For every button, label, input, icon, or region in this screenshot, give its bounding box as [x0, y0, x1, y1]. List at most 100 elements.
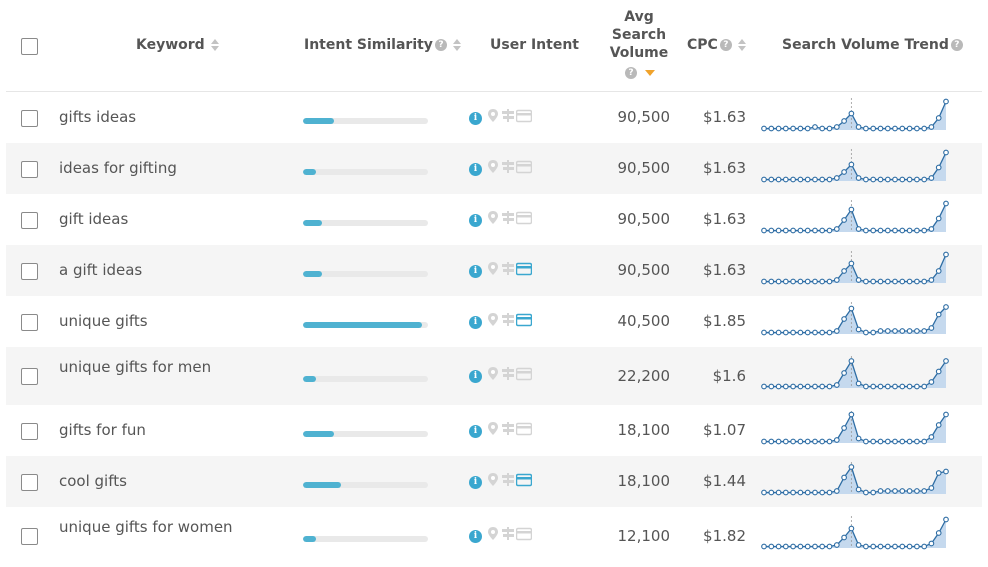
trend-point: [943, 411, 949, 418]
trend-point: [804, 383, 811, 390]
intent-similarity-fill: [303, 271, 322, 277]
table-row[interactable]: gifts for fun i 18,100 $1.07: [6, 405, 982, 456]
cpc-value: $1.63: [703, 159, 746, 177]
trend-point: [906, 383, 913, 390]
sort-icon[interactable]: [737, 39, 746, 51]
table-row[interactable]: gift ideas i 90,500 $1.63: [6, 194, 982, 245]
trend-point: [892, 328, 898, 334]
trend-point: [833, 328, 840, 334]
trend-point: [775, 489, 782, 496]
keyword-text[interactable]: ideas for gifting: [59, 159, 177, 177]
trend-point: [906, 125, 913, 132]
keyword-text[interactable]: gift ideas: [59, 210, 129, 228]
trend-point: [804, 543, 811, 550]
keyword-text[interactable]: gifts ideas: [59, 108, 137, 126]
sort-desc-icon[interactable]: [645, 70, 655, 76]
table-row[interactable]: a gift ideas i 90,500 $1.63: [6, 245, 982, 296]
trend-point: [797, 227, 804, 234]
trend-point: [841, 474, 847, 481]
trend-point: [884, 328, 891, 334]
search-volume-value: 18,100: [617, 421, 671, 439]
intent-similarity-bar: [303, 431, 428, 437]
trend-point: [928, 175, 935, 181]
trend-point: [812, 543, 818, 550]
trend-point: [870, 438, 877, 445]
table-row[interactable]: ideas for gifting i 90,500 $1.63: [6, 143, 982, 194]
trend-point: [943, 468, 949, 475]
trend-point: [782, 329, 789, 336]
trend-point: [892, 227, 898, 234]
user-intent-icons: i: [469, 527, 533, 544]
intent-similarity-fill: [303, 220, 322, 226]
search-volume-value: 90,500: [617, 261, 671, 279]
trend-point: [841, 118, 847, 124]
trend-point: [761, 176, 767, 183]
cpc-value: $1.82: [703, 527, 746, 545]
table-row[interactable]: unique gifts for men i 22,200 $1.6: [6, 347, 982, 405]
help-icon[interactable]: ?: [625, 67, 637, 79]
trend-point: [819, 125, 826, 132]
keyword-text[interactable]: a gift ideas: [59, 261, 143, 279]
sort-icon[interactable]: [452, 39, 461, 51]
search-volume-value: 22,200: [617, 367, 671, 385]
info-icon: i: [469, 315, 482, 329]
trend-point: [833, 277, 840, 283]
header-keyword[interactable]: Keyword: [136, 37, 219, 53]
table-row[interactable]: cool gifts i 18,100 $1.44: [6, 456, 982, 507]
header-avg-search-volume[interactable]: Avg Search Volume ?: [606, 8, 672, 82]
intent-similarity-fill: [303, 536, 316, 542]
trend-point: [921, 438, 928, 445]
keyword-text[interactable]: unique gifts for men: [59, 358, 212, 376]
trend-point: [812, 438, 818, 445]
trend-point: [935, 311, 942, 318]
search-volume-trend-sparkline: [761, 200, 949, 234]
search-volume-trend-sparkline: [761, 149, 949, 183]
row-checkbox[interactable]: [21, 314, 38, 331]
trend-point: [943, 358, 949, 364]
trend-point: [782, 438, 789, 445]
row-checkbox[interactable]: [21, 423, 38, 440]
keyword-text[interactable]: gifts for fun: [59, 421, 146, 439]
trend-point: [855, 226, 862, 232]
table-row[interactable]: unique gifts i 40,500 $1.85: [6, 296, 982, 347]
trend-point: [906, 176, 913, 183]
intent-similarity-bar: [303, 322, 428, 328]
trend-point: [899, 438, 906, 445]
trend-point: [833, 124, 840, 130]
table-row[interactable]: gifts ideas i 90,500 $1.63: [6, 92, 982, 143]
help-icon[interactable]: ?: [950, 39, 963, 51]
help-icon[interactable]: ?: [719, 39, 732, 51]
help-icon[interactable]: ?: [434, 39, 447, 51]
trend-point: [841, 370, 847, 376]
row-checkbox[interactable]: [21, 368, 38, 385]
row-checkbox[interactable]: [21, 161, 38, 178]
row-checkbox[interactable]: [21, 263, 38, 280]
header-search-volume-trend: Search Volume Trend?: [782, 37, 963, 53]
intent-similarity-bar: [303, 536, 428, 542]
row-checkbox[interactable]: [21, 110, 38, 127]
trend-area: [764, 519, 946, 548]
trend-point: [768, 176, 775, 183]
keyword-text[interactable]: unique gifts for women: [59, 518, 233, 536]
trend-point: [768, 489, 775, 496]
header-cpc[interactable]: CPC?: [687, 37, 746, 53]
keyword-text[interactable]: unique gifts: [59, 312, 148, 330]
trend-point: [841, 425, 847, 431]
trend-area: [764, 467, 946, 494]
header-intent-similarity[interactable]: Intent Similarity?: [304, 37, 461, 53]
trend-point: [855, 124, 862, 130]
trend-point: [877, 227, 884, 234]
select-all-checkbox[interactable]: [21, 38, 38, 55]
trend-point: [790, 278, 796, 285]
trend-point: [914, 227, 920, 234]
row-checkbox[interactable]: [21, 212, 38, 229]
trend-point: [863, 489, 869, 496]
row-checkbox[interactable]: [21, 528, 38, 545]
credit-card-icon: [515, 211, 533, 224]
trend-point: [819, 438, 826, 445]
trend-point: [848, 411, 855, 418]
keyword-text[interactable]: cool gifts: [59, 472, 127, 490]
sort-icon[interactable]: [210, 39, 219, 51]
table-row[interactable]: unique gifts for women i 12,100 $1.82: [6, 507, 982, 565]
row-checkbox[interactable]: [21, 474, 38, 491]
